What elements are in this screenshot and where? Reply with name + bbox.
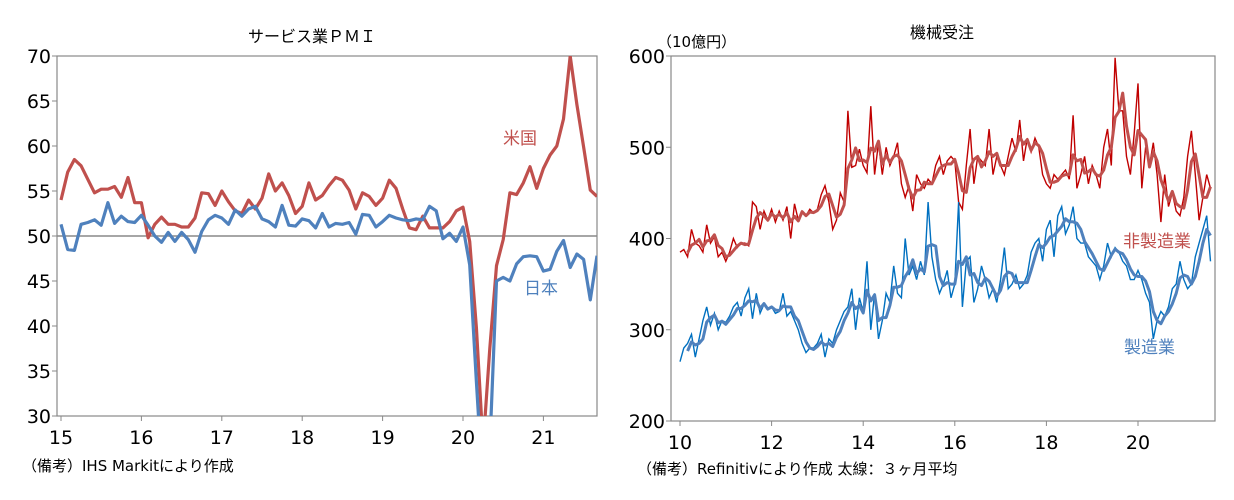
x-tick-label: 16: [943, 432, 967, 454]
x-tick-label: 12: [760, 432, 784, 454]
y-tick-label: 600: [629, 46, 665, 68]
x-tick-label: 17: [210, 427, 234, 449]
pmi-chart-title: サービス業ＰＭＩ: [248, 27, 376, 46]
y-tick-label: 400: [629, 229, 665, 251]
series-us-line: [59, 56, 597, 416]
y-tick-label: 30: [27, 406, 51, 428]
y-tick-label: 50: [27, 226, 51, 248]
y-tick-label: 60: [27, 136, 51, 158]
series-non-manufacturing-3mma-line: [686, 91, 1212, 259]
x-tick-label: 19: [371, 427, 395, 449]
series-non-manufacturing-monthly-line: [679, 57, 1212, 264]
y-tick-label: 45: [27, 271, 51, 293]
y-tick-label: 300: [629, 320, 665, 342]
legend-label-manufacturing: 製造業: [1124, 338, 1175, 358]
pmi-chart: サービス業ＰＭＩ 30 35 40 45 50 55 60 65 70 15 16 17 18 19 20 2…: [22, 27, 598, 475]
x-tick-label: 14: [851, 432, 875, 454]
y-tick-label: 65: [27, 91, 51, 113]
series-manufacturing-3mma-line: [686, 217, 1212, 352]
y-tick-label: 55: [27, 181, 51, 203]
machinery-y-unit: （10億円）: [657, 33, 736, 51]
x-tick-label: 10: [668, 432, 692, 454]
x-tick-label: 21: [531, 427, 555, 449]
y-tick-label: 70: [27, 46, 51, 68]
machinery-source-note: （備考）Refinitivにより作成 太線：３ヶ月平均: [637, 460, 958, 478]
x-tick-label: 16: [129, 427, 153, 449]
x-tick-label: 15: [49, 427, 73, 449]
y-tick-label: 500: [629, 137, 665, 159]
y-tick-label: 200: [629, 411, 665, 433]
pmi-source-note: （備考）IHS Markitにより作成: [22, 457, 234, 475]
x-tick-label: 20: [451, 427, 475, 449]
legend-label-us: 米国: [503, 129, 537, 149]
x-tick-label: 20: [1126, 432, 1150, 454]
x-tick-label: 18: [290, 427, 314, 449]
series-japan-line: [59, 201, 597, 416]
machinery-chart-title: 機械受注: [910, 23, 974, 42]
legend-label-japan: 日本: [524, 279, 558, 299]
legend-label-non-manufacturing: 非製造業: [1123, 232, 1191, 252]
y-tick-label: 35: [27, 361, 51, 383]
y-tick-label: 40: [27, 316, 51, 338]
x-tick-label: 18: [1034, 432, 1058, 454]
